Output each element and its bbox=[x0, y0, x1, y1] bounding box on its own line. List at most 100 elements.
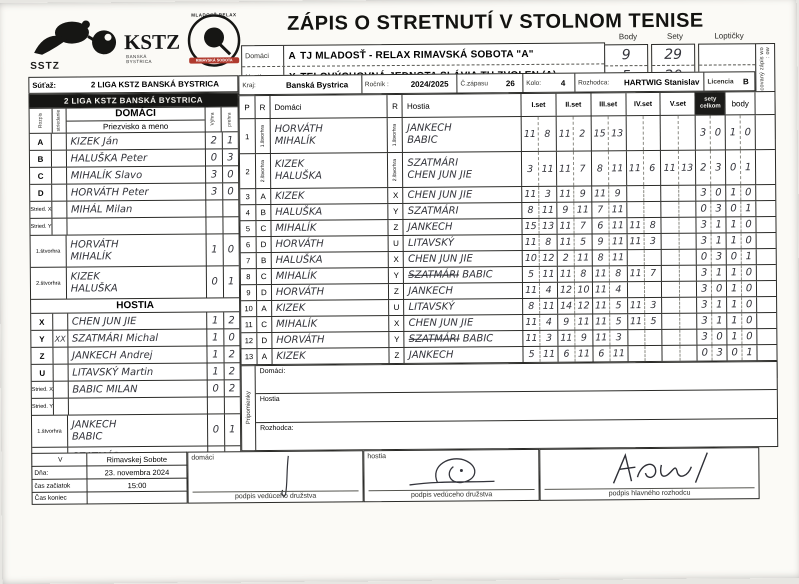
double-names: HORVÁTH MIHALÍK bbox=[66, 234, 207, 267]
set3-home: 11 bbox=[591, 298, 610, 314]
player-losses: 2 bbox=[228, 382, 236, 394]
shorthand-cell bbox=[754, 115, 775, 150]
player-name: BABIC MILAN bbox=[68, 380, 209, 398]
home-player: HORVÁTH bbox=[271, 332, 389, 349]
points-away: 1 bbox=[740, 249, 756, 265]
double-name-2: BABIC bbox=[71, 430, 103, 443]
kstz-logo: KSTZ BANSKÁ BYSTRICA bbox=[90, 28, 180, 64]
away-code: X bbox=[388, 251, 404, 268]
set3-home: 8 bbox=[590, 151, 609, 186]
set1-away: 11 bbox=[538, 151, 556, 186]
set2-home: 11 bbox=[556, 266, 575, 282]
roster-double-row: 1.štvorhra HORVÁTH MIHALÍK 1 0 bbox=[30, 233, 239, 267]
set1-home: 8 bbox=[521, 298, 540, 315]
col-shorthand bbox=[754, 92, 775, 115]
points-away: 1 bbox=[740, 201, 756, 217]
player-losses bbox=[223, 200, 239, 216]
substitution-mark bbox=[52, 184, 67, 201]
points-away: 1 bbox=[741, 345, 757, 361]
col-set4: IV.set bbox=[625, 92, 661, 116]
away-signature bbox=[409, 458, 495, 486]
sets-total-home: 2 bbox=[695, 150, 711, 185]
sety-label: Sety bbox=[666, 31, 684, 41]
match-row: 1 1.štvorhra HORVÁTH MIHALÍK 1.štvorhra J… bbox=[239, 115, 775, 155]
set5-away bbox=[679, 313, 697, 329]
set5-home bbox=[660, 185, 679, 201]
player-position: Stried. X bbox=[30, 201, 53, 218]
away-player: SZATMÁRI CHEN JUN JIE bbox=[402, 152, 522, 187]
kstz-sublabel: BANSKÁ BYSTRICA bbox=[126, 53, 152, 65]
home-label: Domáci bbox=[242, 45, 285, 67]
czapasu-value: 26 bbox=[505, 78, 515, 88]
set4-home bbox=[626, 346, 645, 362]
shorthand-cell bbox=[755, 185, 776, 201]
shorthand-label2: : ow bbox=[765, 47, 772, 59]
venue-label: V bbox=[32, 453, 88, 466]
roster-double-row: 2.štvorhra KIZEK HALUŠKA 0 1 bbox=[30, 265, 240, 299]
set2-home: 11 bbox=[555, 186, 574, 202]
home-signature-box: domáci podpis vedúceho družstva bbox=[187, 450, 364, 504]
set5-home: 11 bbox=[660, 150, 679, 185]
away-code: 1.štvorhra bbox=[387, 117, 403, 153]
home-doubles: 1.štvorhra HORVÁTH MIHALÍK 1 0 2.štvorhr… bbox=[30, 233, 240, 299]
set5-away bbox=[678, 201, 696, 217]
double-losses: 1 bbox=[227, 276, 235, 288]
double-position: 1.štvorhra bbox=[31, 415, 68, 447]
shorthand-cell bbox=[755, 265, 776, 281]
points-away: 0 bbox=[741, 297, 757, 313]
substitution-mark bbox=[53, 364, 69, 381]
set1-away: 4 bbox=[539, 314, 558, 330]
home-code: A bbox=[255, 189, 271, 205]
venue-value: Rimavskej Sobote bbox=[106, 454, 168, 464]
player-position: Y bbox=[31, 330, 54, 347]
away-code: X bbox=[387, 187, 403, 204]
player-wins: 0 bbox=[206, 149, 223, 166]
roster-player-row: A KIZEK Ján 2 1 bbox=[29, 131, 238, 150]
shorthand-cell bbox=[755, 201, 776, 217]
start-time-value: 15:00 bbox=[127, 480, 147, 490]
set4-home bbox=[626, 282, 645, 298]
set1-home: 11 bbox=[522, 330, 540, 347]
set5-home bbox=[661, 313, 680, 329]
home-code: C bbox=[255, 269, 271, 285]
kraj-value: Banská Bystrica bbox=[285, 79, 349, 90]
set2-away: 11 bbox=[574, 314, 592, 330]
home-player: HORVÁTH MIHALÍK bbox=[269, 118, 388, 154]
date-label: Dňa: bbox=[32, 466, 88, 479]
col-set2: II.set bbox=[555, 93, 591, 116]
set5-home bbox=[661, 281, 679, 297]
set3-away: 11 bbox=[608, 218, 627, 234]
roster-double-row: 1.štvorhra JANKECH BABIC 0 1 bbox=[31, 413, 241, 447]
home-code: A bbox=[256, 349, 272, 365]
shorthand-cell bbox=[755, 249, 776, 265]
away-code: Z bbox=[387, 219, 403, 236]
roster-player-row: Stried. Y bbox=[31, 396, 240, 415]
player-wins: 0 bbox=[207, 380, 225, 397]
double-wins: 1 bbox=[206, 234, 224, 266]
points-away: 0 bbox=[741, 281, 757, 297]
player-position: D bbox=[30, 184, 53, 201]
score-labels: Body Sety Loptičky bbox=[604, 31, 774, 43]
sets-total-away: 3 bbox=[710, 150, 726, 185]
col-set3: III.set bbox=[590, 93, 626, 116]
player-wins: 3 bbox=[206, 183, 223, 200]
home-player: KIZEK HALUŠKA bbox=[269, 153, 388, 189]
home-code: C bbox=[255, 221, 271, 237]
set2-away: 2 bbox=[572, 116, 591, 151]
points-away: 0 bbox=[740, 185, 756, 201]
set1-home: 11 bbox=[521, 282, 540, 299]
sets-total-away: 1 bbox=[711, 265, 727, 281]
set2-away: 10 bbox=[574, 282, 592, 298]
player-position: Stried. Y bbox=[31, 398, 55, 415]
double-losses: 1 bbox=[229, 424, 236, 436]
col-r-away: R bbox=[386, 94, 403, 118]
set4-home: 11 bbox=[626, 234, 644, 250]
player-losses: 2 bbox=[228, 314, 235, 326]
set2-away: 5 bbox=[573, 234, 592, 250]
set5-home bbox=[660, 217, 679, 233]
set5-home bbox=[661, 329, 680, 345]
roster-player-row: Z JANKECH Andrej 1 2 bbox=[31, 345, 240, 364]
points-home: 1 bbox=[725, 233, 741, 249]
away-code: U bbox=[388, 235, 404, 252]
set4-away: 3 bbox=[644, 297, 662, 314]
